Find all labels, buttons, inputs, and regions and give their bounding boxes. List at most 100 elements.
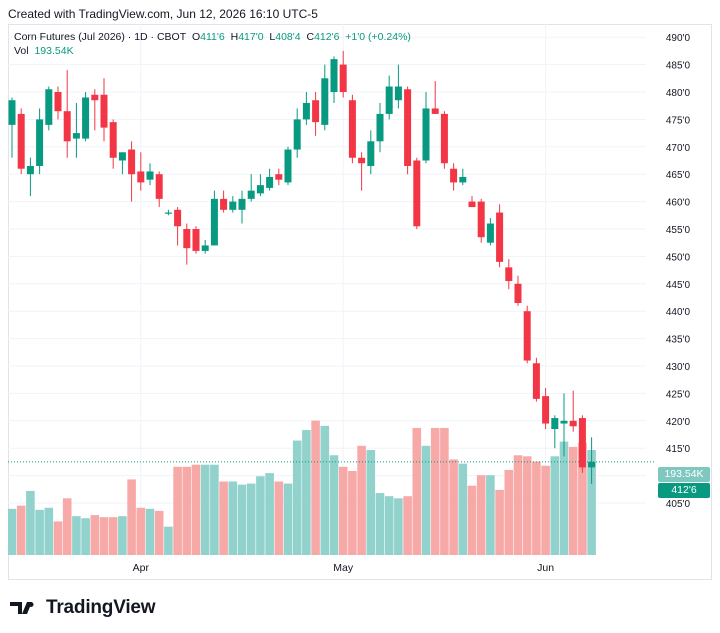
volume-bar [504,469,514,555]
y-tick-label: 475'0 [666,115,691,126]
y-tick-label: 405'0 [666,499,691,510]
volume-bar [265,473,274,555]
volume-bar [467,485,477,555]
candle-body [588,461,596,468]
high-value: 417'0 [238,31,264,43]
volume-bar [99,517,109,555]
candle-body [431,108,439,114]
x-tick-label: Jun [537,562,554,574]
volume-label: Vol [14,45,29,57]
volume-bar [357,445,366,555]
volume-bar [320,425,330,555]
y-tick-label: 435'0 [666,335,691,346]
candle-body [413,160,421,227]
volume-bar [476,475,486,555]
candle-body [422,108,430,161]
symbol-name: Corn Futures (Jul 2026) · 1D · CBOT [14,31,187,43]
candle-body [247,190,255,199]
open-label: O [191,31,201,43]
volume-bar [191,464,201,555]
volume-bar [44,507,54,555]
y-tick-label: 420'0 [666,417,691,428]
candle-body [26,165,34,175]
volume-bar [292,440,302,555]
volume-bar [541,465,550,555]
y-tick-label: 455'0 [666,225,691,236]
y-tick-label: 485'0 [666,61,691,72]
volume-bar [182,466,192,555]
volume-bar [550,456,560,555]
volume-bar [237,484,247,555]
y-tick-label: 425'0 [666,389,691,400]
candle-body [532,363,540,399]
volume-bar [394,498,403,555]
volume-legend[interactable]: Vol 193.54K [14,45,74,57]
candle-body [36,119,44,166]
candle-body [17,113,25,169]
volume-bar [366,450,376,555]
tradingview-logo[interactable]: TradingView [10,597,156,619]
candle-body [275,174,283,180]
candle-body [174,209,182,227]
x-tick-label: May [333,562,354,574]
volume-bar [136,507,146,555]
candle-body [8,100,16,125]
volume-bar [145,508,155,555]
volume-bar [53,521,63,555]
high-label: H [230,31,239,43]
tradingview-logo-icon [10,602,34,614]
candle-body [394,86,402,101]
last-price-tag: 412'6 [658,483,710,498]
candle-body [293,119,301,150]
volume-bar [311,420,320,555]
volume-bar [72,516,81,555]
candle-body [551,418,559,430]
candle-body [450,168,458,183]
x-tick-label: Apr [133,562,150,574]
y-tick-label: 490'0 [666,33,691,44]
volume-bar [118,516,127,555]
y-tick-label: 465'0 [666,170,691,181]
candle-body [542,396,550,424]
volume-bar [403,496,412,555]
candle-body [118,152,126,161]
change-value: +1'0 (+0.24%) [345,31,411,43]
close-value: 412'6 [314,31,340,43]
open-value: 411'6 [200,31,225,43]
candle-body [330,59,338,92]
volume-bar [8,508,17,555]
volume-bar [219,481,228,555]
volume-bar [210,464,219,555]
candle-body [266,176,274,188]
candle-body [72,133,80,139]
candle-body [385,86,393,114]
volume-bar [127,479,136,555]
candle-body [404,89,412,166]
volume-value: 193.54K [34,45,74,57]
volume-bar [26,490,35,555]
volume-bar [173,466,182,555]
candle-body [137,171,145,183]
volume-bar [449,459,458,555]
candle-body [376,113,384,142]
candlestick-chart[interactable]: 405'0410'0415'0420'0425'0430'0435'0440'0… [8,24,712,580]
volume-bar [256,476,265,555]
candle-body [523,311,531,361]
candle-body [109,122,117,158]
candle-body [164,212,172,214]
volume-bar [568,446,578,555]
volume-bar [421,445,431,555]
low-value: 408'4 [275,31,301,43]
volume-bar [81,518,90,555]
candle-body [321,78,329,125]
candle-body [367,141,375,166]
candle-body [45,89,53,125]
low-label: L [269,31,276,43]
volume-bar [62,498,72,555]
volume-bar [578,442,587,555]
symbol-legend[interactable]: Corn Futures (Jul 2026) · 1D · CBOT O411… [14,31,411,43]
candle-body [91,94,99,101]
volume-bar [90,515,100,555]
candle-body [440,113,448,164]
candle-body [569,420,577,427]
